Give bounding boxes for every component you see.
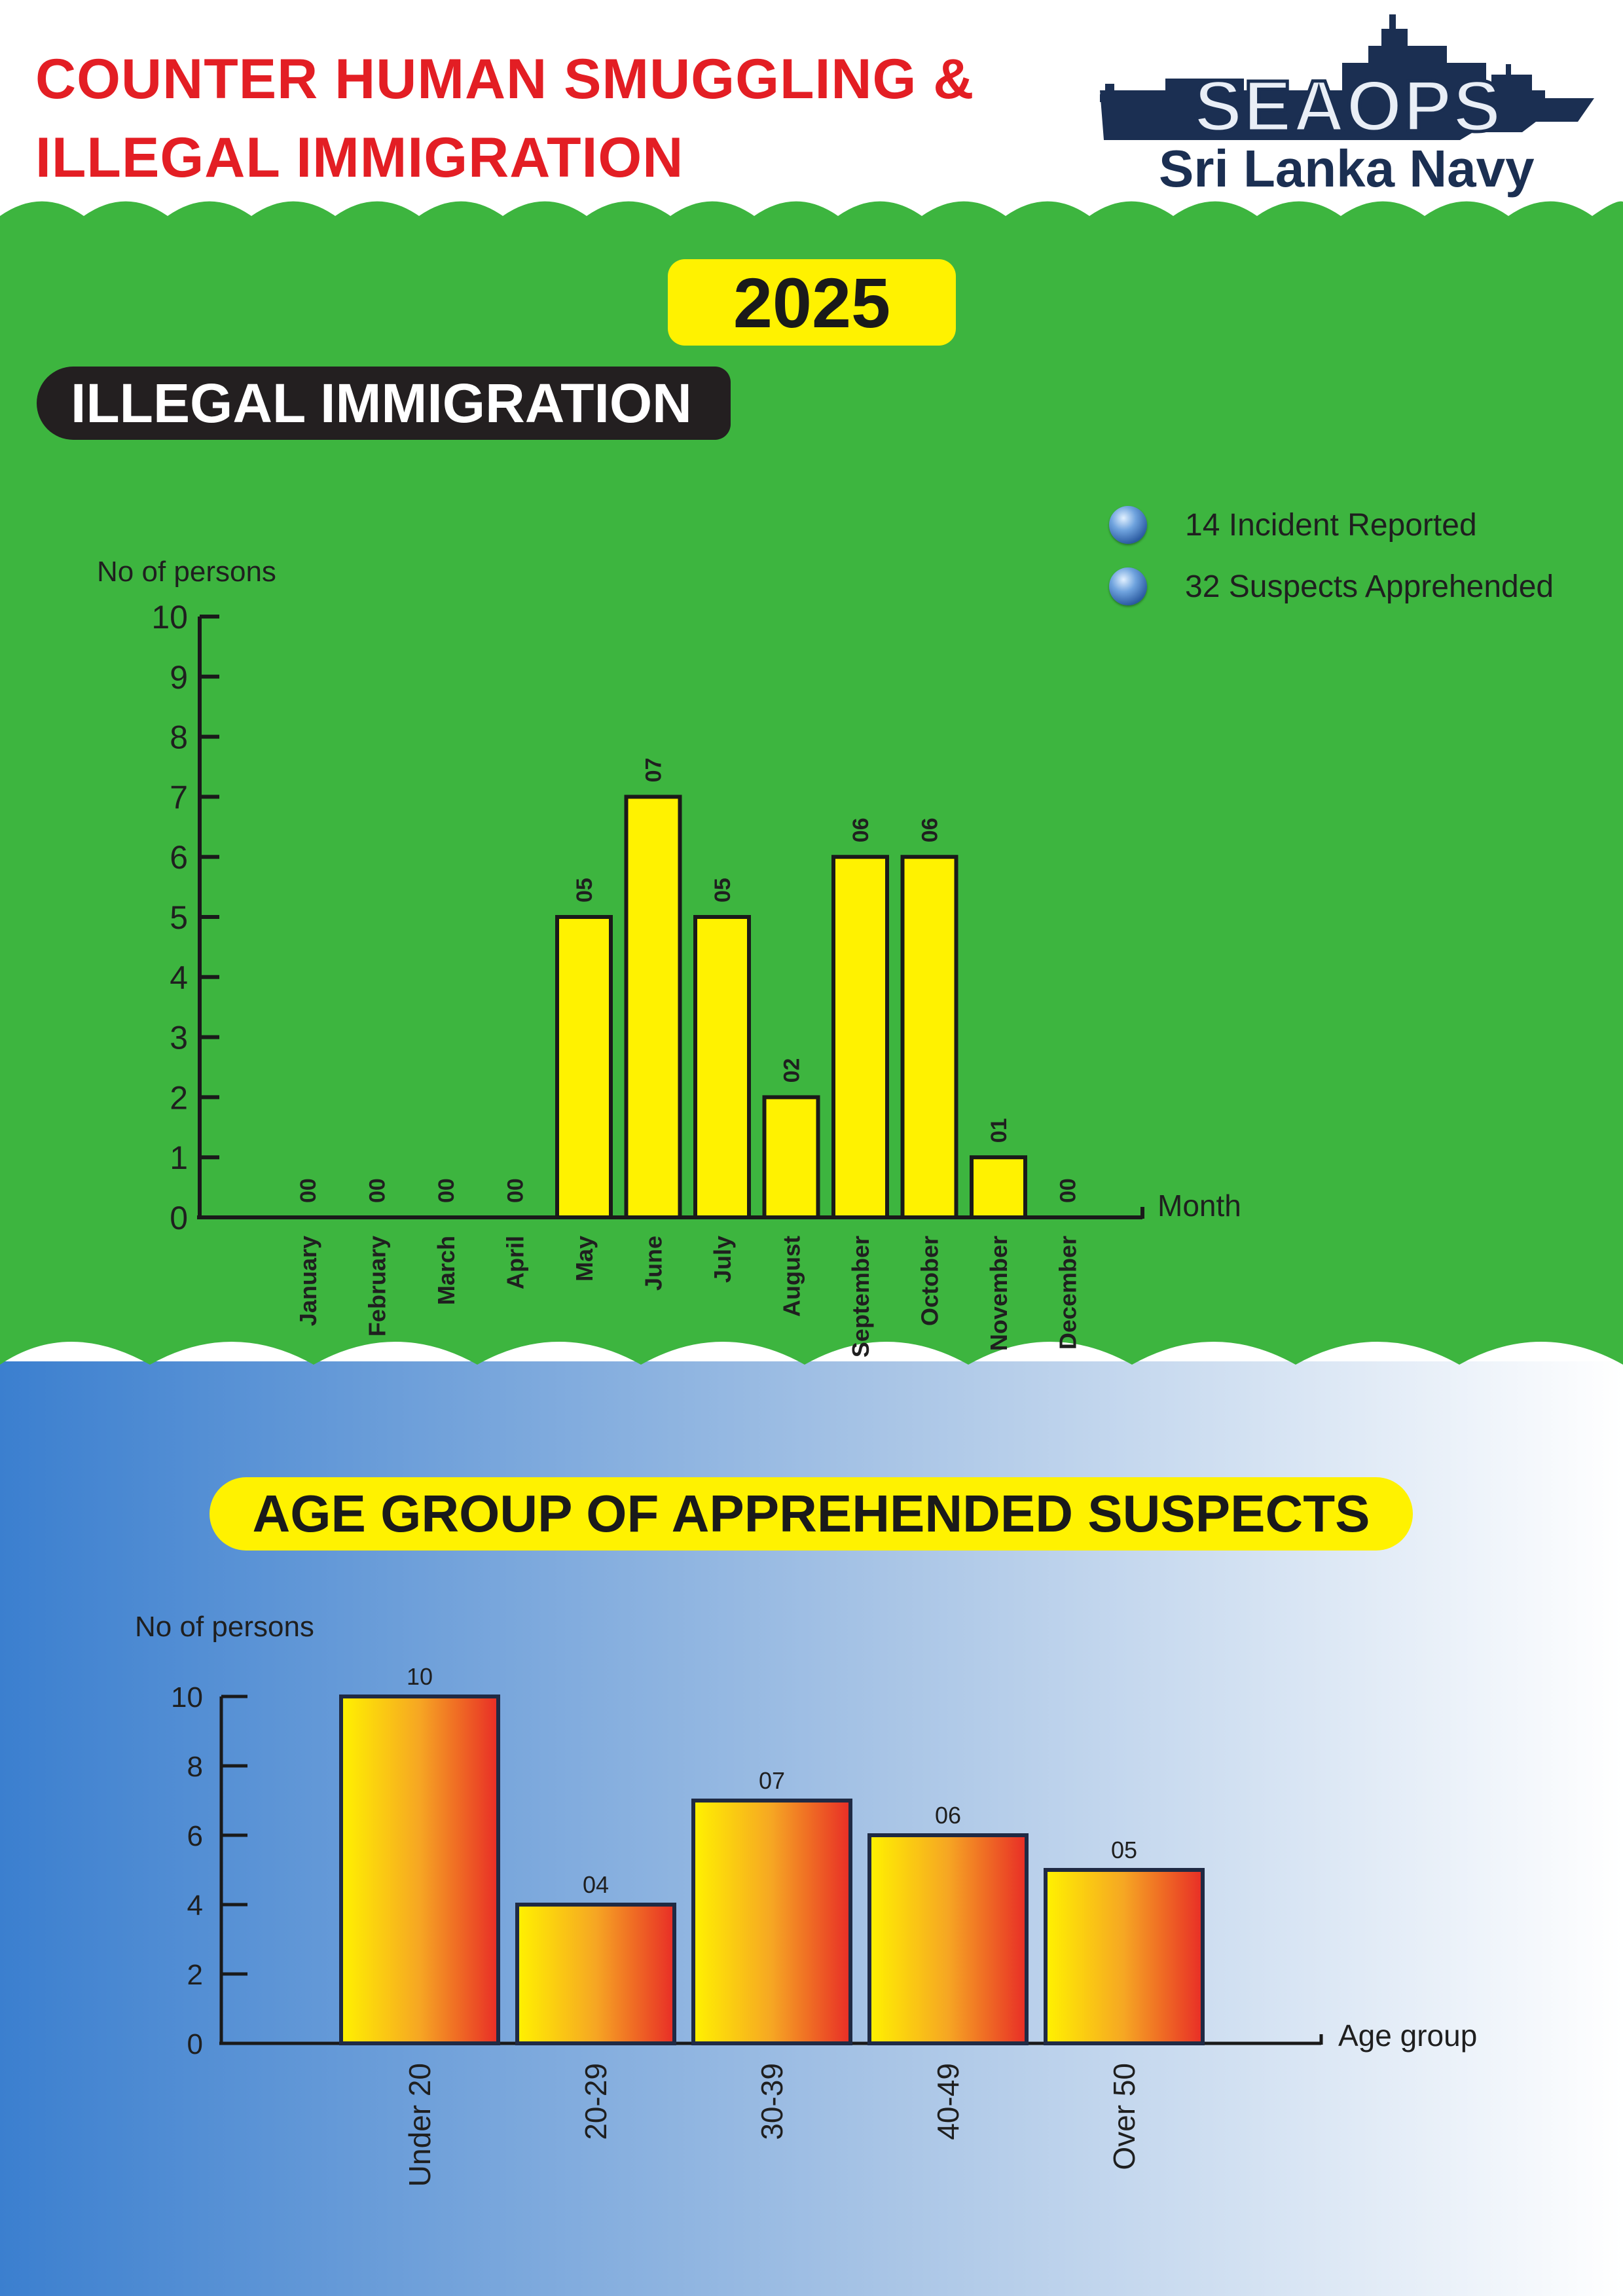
data-label: 00: [1056, 1178, 1081, 1203]
data-label: 00: [296, 1178, 321, 1203]
data-label: 06: [848, 817, 873, 842]
legend-item-label: 32 Suspects Apprehended: [1185, 569, 1554, 604]
y-tick-label: 4: [187, 1890, 203, 1922]
data-label: 05: [1111, 1837, 1137, 1863]
year-badge: 2025: [668, 259, 956, 346]
x-tick-label: February: [364, 1236, 391, 1336]
navy-ship-icon: [1100, 14, 1594, 140]
legend-item-suspects: 32 Suspects Apprehended: [1109, 567, 1554, 606]
x-tick-label: November: [985, 1236, 1012, 1351]
x-tick-label: January: [295, 1236, 321, 1326]
x-tick-label: Under 20: [403, 2063, 437, 2187]
y-tick-label: 0: [187, 2028, 203, 2060]
blue-bullet-icon: [1109, 567, 1147, 605]
y-tick-label: 8: [187, 1751, 203, 1783]
bar-june: [624, 795, 682, 1219]
y-tick-label: 4: [170, 960, 188, 996]
y-tick-label: 10: [151, 599, 188, 636]
data-label: 05: [572, 878, 597, 903]
data-label: 04: [583, 1871, 609, 1898]
x-tick-label: 30-39: [755, 2063, 789, 2140]
x-tick-label: March: [433, 1236, 460, 1305]
data-label: 00: [434, 1178, 459, 1203]
bar-age-under-20: [339, 1695, 500, 2045]
y-tick-label: 1: [170, 1139, 188, 1176]
legend: 14 Incident Reported 32 Suspects Apprehe…: [1109, 505, 1554, 606]
bar-age-20-29: [515, 1903, 676, 2045]
legend-item-incidents: 14 Incident Reported: [1109, 505, 1554, 545]
section-heading-age-group: AGE GROUP OF APPREHENDED SUSPECTS: [210, 1477, 1413, 1551]
x-tick-label: April: [502, 1236, 529, 1289]
x-axis-label: Month: [1158, 1189, 1241, 1223]
y-tick-label: 8: [170, 719, 188, 756]
data-label: 00: [503, 1178, 528, 1203]
bar-november: [970, 1155, 1027, 1219]
y-tick-label: 7: [170, 779, 188, 816]
x-tick-label: 20-29: [579, 2063, 613, 2140]
y-tick-label: 2: [170, 1079, 188, 1116]
bar-october: [900, 855, 958, 1219]
x-tick-label: May: [571, 1236, 598, 1282]
y-tick-label: 0: [170, 1200, 188, 1236]
page-title-line-1: COUNTER HUMAN SMUGGLING &: [35, 48, 975, 111]
y-tick-label: 6: [187, 1820, 203, 1852]
data-label: 10: [407, 1663, 433, 1690]
y-axis-label: No of persons: [135, 1611, 314, 1643]
data-label: 06: [935, 1802, 961, 1829]
x-tick-label: December: [1055, 1236, 1082, 1350]
y-tick-label: 3: [170, 1020, 188, 1056]
y-axis-label: No of persons: [97, 556, 276, 588]
y-tick-label: 10: [171, 1681, 203, 1713]
data-label: 07: [642, 758, 666, 783]
page-title-line-2: ILLEGAL IMMIGRATION: [35, 126, 684, 189]
legend-item-label: 14 Incident Reported: [1185, 507, 1477, 543]
bar-age-30-39: [691, 1799, 852, 2045]
data-label: 05: [710, 878, 735, 903]
data-label: 02: [780, 1058, 805, 1083]
blue-bullet-icon: [1109, 506, 1147, 544]
y-tick-label: 5: [170, 899, 188, 936]
x-tick-label: September: [847, 1236, 874, 1357]
bar-august: [762, 1095, 820, 1220]
y-tick-label: 2: [187, 1959, 203, 1991]
y-tick-label: 9: [170, 659, 188, 696]
data-label: 00: [365, 1178, 390, 1203]
bar-age-over-50: [1044, 1868, 1205, 2045]
logo-subtitle: Sri Lanka Navy: [1159, 139, 1535, 198]
data-label: 07: [759, 1767, 785, 1794]
bar-age-40-49: [867, 1833, 1029, 2045]
logo-brand: SEAOPS: [1192, 66, 1503, 147]
x-tick-label: July: [709, 1236, 736, 1283]
bar-september: [831, 855, 889, 1219]
section-heading-illegal-immigration: ILLEGAL IMMIGRATION: [37, 367, 731, 440]
x-tick-label: 40-49: [931, 2063, 965, 2140]
x-tick-label: Over 50: [1107, 2063, 1141, 2170]
x-tick-label: October: [917, 1236, 943, 1326]
x-tick-label: August: [778, 1236, 805, 1317]
bar-may: [555, 915, 613, 1219]
data-label: 01: [987, 1118, 1012, 1143]
data-label: 06: [918, 817, 943, 842]
x-tick-label: June: [640, 1236, 667, 1291]
y-tick-label: 6: [170, 839, 188, 876]
bar-july: [693, 915, 751, 1219]
x-axis-label: Age group: [1338, 2018, 1477, 2053]
seaops-logo: SEAOPS Sri Lanka Navy: [1093, 12, 1604, 208]
